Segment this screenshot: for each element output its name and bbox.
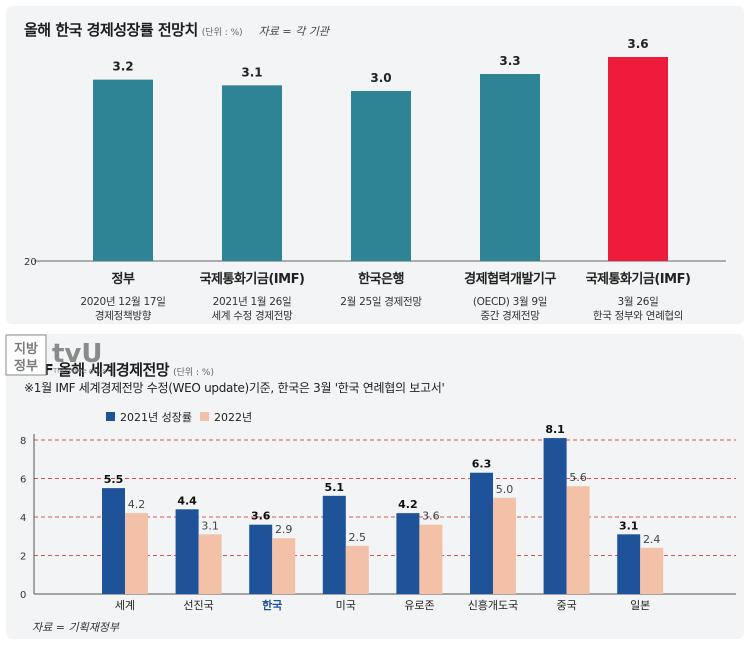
chart1-value-label: 3.6: [627, 37, 648, 51]
value-label-2022: 4.2: [128, 498, 146, 511]
legend-label-2021: 2021년 성장률: [120, 411, 192, 424]
logo-name: tvU: [52, 339, 103, 369]
chart1-sub-label: 세계 수정 경제전망: [212, 309, 294, 322]
bar-2022: [419, 524, 443, 594]
value-label-2022: 5.6: [569, 471, 587, 484]
chart1-value-label: 3.0: [370, 71, 391, 85]
chart1-bar: [480, 74, 540, 261]
bar-2021: [102, 488, 125, 594]
value-label-2021: 5.5: [104, 473, 124, 486]
chart1-source: 자료 = 각 기관: [258, 25, 329, 38]
y-tick-label: 2: [20, 552, 26, 563]
x-category-label: 중국: [556, 599, 576, 612]
value-label-2022: 3.1: [201, 519, 219, 532]
x-category-label: 일본: [630, 598, 650, 612]
chart1-sub-label: 2021년 1월 26일: [213, 295, 292, 308]
y-tick-label: 8: [20, 436, 26, 447]
bar-2021: [470, 472, 493, 594]
chart1-title: 올해 한국 경제성장률 전망치: [24, 21, 198, 39]
chart1-category-label: 국제통화기금(IMF): [586, 271, 691, 287]
bar-2021: [322, 495, 346, 594]
chart1-sub-label: 3월 26일: [618, 295, 659, 308]
chart1-sub-label: 2월 25일 경제전망: [340, 295, 422, 308]
value-label-2022: 2.4: [643, 533, 661, 546]
chart1-value-label: 3.3: [499, 54, 520, 68]
value-label-2021: 6.3: [472, 458, 492, 471]
value-label-2021: 4.2: [398, 498, 418, 511]
chart1-sub-label: 중간 경제전망: [480, 309, 540, 322]
chart1-header: 올해 한국 경제성장률 전망치 (단위 : %) 자료 = 각 기관: [24, 19, 329, 40]
chart2-plot: 2021년 성장률 2022년 0 2 4 6 8 5.5 4.2 세계 4.4 3.1 선진국 3.6 2…: [20, 411, 736, 612]
chart1-bar: [93, 79, 153, 262]
chart2-header: IMF 올해 세계경제전망 (단위 : %): [24, 359, 214, 380]
value-label-2022: 2.5: [349, 531, 367, 544]
bar-2021: [617, 534, 641, 594]
chart1-sub-label: 한국 정부와 연례협의: [593, 309, 683, 322]
x-category-label: 세계: [115, 599, 135, 612]
chart1-sub-label: (OECD) 3월 9일: [473, 295, 547, 308]
bar-2022: [125, 513, 148, 594]
y-tick-label: 6: [20, 475, 26, 486]
value-label-2022: 3.6: [422, 510, 440, 523]
chart2-unit: (단위 : %): [173, 368, 214, 378]
chart1-sub-label: 경제정책방향: [95, 309, 152, 322]
x-category-label: 한국: [262, 598, 282, 612]
chart1-bar: [351, 91, 411, 261]
chart1-bar: [608, 57, 668, 261]
x-category-label: 선진국: [183, 599, 213, 612]
bar-2021: [396, 513, 420, 594]
bar-2022: [493, 497, 516, 594]
chart1-category-label: 한국은행: [358, 271, 404, 287]
value-label-2021: 4.4: [177, 494, 197, 507]
chart1-sub-label: 2020년 12월 17일: [80, 295, 165, 308]
chart1-value-label: 3.1: [241, 65, 262, 79]
chart1-bar: [222, 85, 282, 261]
bar-2022: [345, 545, 369, 594]
value-label-2022: 5.0: [496, 483, 514, 496]
imf-outlook-panel: IMF 올해 세계경제전망 (단위 : %) ※1월 IMF 세계경제전망 수정(…: [5, 334, 744, 639]
logo-mark-top: 지방: [14, 341, 38, 357]
bar-2022: [272, 538, 296, 594]
legend-swatch-2021: [106, 412, 115, 421]
bar-2021: [543, 438, 567, 594]
logo-mark-bottom: 정부: [14, 358, 38, 374]
legend-label-2022: 2022년: [214, 411, 252, 424]
value-label-2021: 8.1: [545, 423, 565, 436]
y-tick-label: 0: [20, 590, 26, 601]
x-category-label: 미국: [336, 599, 356, 612]
chart2-title: IMF 올해 세계경제전망: [24, 361, 170, 379]
growth-forecast-panel: 올해 한국 경제성장률 전망치 (단위 : %) 자료 = 각 기관 20 3.2 정부…: [6, 6, 744, 324]
x-category-label: 유로존: [404, 599, 434, 612]
chart1-category-label: 경제협력개발기구: [464, 271, 556, 287]
logo-tagline: The voice of us: [52, 367, 106, 375]
value-label-2021: 5.1: [325, 481, 345, 494]
chart1-baseline-label: 20: [24, 257, 37, 268]
chart1-category-label: 정부: [112, 271, 135, 287]
chart1-category-label: 국제통화기금(IMF): [200, 271, 305, 287]
tvu-logo: 지방 정부 tvU The voice of us: [5, 334, 106, 376]
y-tick-label: 4: [20, 513, 26, 524]
value-label-2021: 3.1: [619, 519, 639, 532]
x-category-label: 신흥개도국: [468, 598, 519, 612]
legend-swatch-2022: [200, 412, 209, 421]
chart2-note: ※1월 IMF 세계경제전망 수정(WEO update)기준, 한국은 3월 …: [24, 381, 445, 395]
bar-2021: [249, 524, 273, 594]
value-label-2022: 2.9: [275, 523, 293, 536]
bar-2021: [175, 509, 199, 594]
chart1-unit: (단위 : %): [201, 28, 243, 38]
bar-2022: [566, 486, 590, 594]
bar-2022: [198, 534, 222, 594]
bar-2022: [640, 547, 664, 594]
chart2-source: 자료 = 기획재정부: [32, 621, 120, 634]
value-label-2021: 3.6: [251, 510, 271, 523]
chart1-value-label: 3.2: [112, 60, 133, 74]
